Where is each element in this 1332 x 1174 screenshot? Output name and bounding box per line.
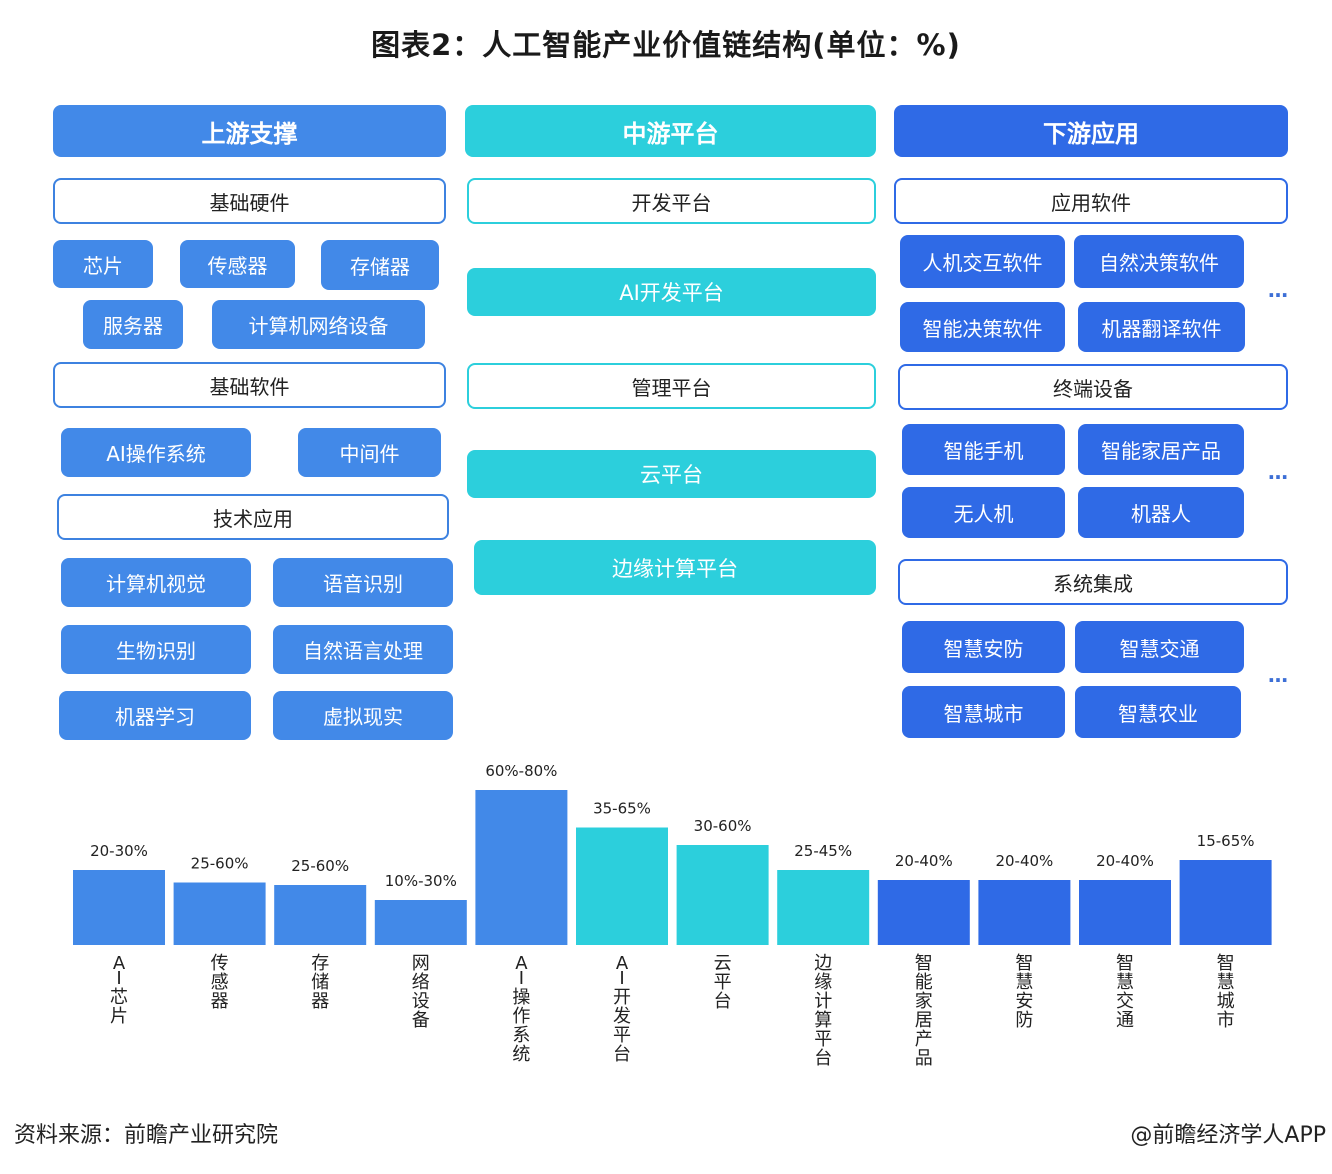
category-basic-software: 基础软件 bbox=[53, 362, 446, 408]
category-label-8: 智能家居产品 bbox=[915, 953, 933, 1069]
downstream-header: 下游应用 bbox=[894, 105, 1288, 157]
bar-value-label-9: 20-40% bbox=[995, 852, 1053, 870]
tile-nlp: 自然语言处理 bbox=[273, 625, 453, 674]
category-terminal-devices: 终端设备 bbox=[898, 364, 1288, 410]
tile-smart-security: 智慧安防 bbox=[902, 621, 1065, 673]
bar-2 bbox=[274, 885, 367, 945]
category-label-6: 云平台 bbox=[714, 953, 732, 1012]
tile-server: 服务器 bbox=[83, 300, 183, 349]
bar-9 bbox=[978, 880, 1071, 945]
tile-computer-vision: 计算机视觉 bbox=[61, 558, 251, 607]
bar-11 bbox=[1179, 860, 1272, 945]
category-label-3: 网络设备 bbox=[412, 953, 430, 1031]
tile-robot: 机器人 bbox=[1078, 487, 1244, 538]
bar-6 bbox=[676, 845, 769, 945]
software-more-ellipsis: … bbox=[1268, 278, 1289, 302]
tile-cloud-platform: 云平台 bbox=[467, 450, 876, 498]
bar-value-label-8: 20-40% bbox=[895, 852, 953, 870]
tile-ai-dev-platform: AI开发平台 bbox=[467, 268, 876, 316]
upstream-header: 上游支撑 bbox=[53, 105, 446, 157]
bar-value-label-2: 25-60% bbox=[291, 857, 349, 875]
tile-middleware: 中间件 bbox=[298, 428, 441, 477]
bar-0 bbox=[73, 870, 165, 945]
category-label-0: A I 芯片 bbox=[110, 953, 128, 1027]
bar-value-label-3: 10%-30% bbox=[385, 872, 457, 890]
category-label-7: 边缘计算平台 bbox=[814, 953, 832, 1069]
category-system-integration: 系统集成 bbox=[898, 559, 1288, 605]
devices-more-ellipsis: … bbox=[1268, 460, 1289, 484]
bar-4 bbox=[475, 790, 568, 945]
bar-value-label-11: 15-65% bbox=[1197, 832, 1255, 850]
tile-machine-learning: 机器学习 bbox=[59, 691, 251, 740]
category-label-11: 智慧城市 bbox=[1217, 953, 1235, 1031]
bar-3 bbox=[374, 900, 467, 945]
tile-smart-decision-software: 智能决策软件 bbox=[900, 302, 1065, 352]
category-tech-application: 技术应用 bbox=[57, 494, 449, 540]
tile-smartphone: 智能手机 bbox=[902, 424, 1065, 475]
tile-hci-software: 人机交互软件 bbox=[900, 235, 1065, 288]
tile-chip: 芯片 bbox=[53, 240, 153, 288]
tile-smart-agriculture: 智慧农业 bbox=[1075, 686, 1241, 738]
bar-value-label-10: 20-40% bbox=[1096, 852, 1154, 870]
bar-value-label-1: 25-60% bbox=[191, 855, 249, 873]
tile-network-device: 计算机网络设备 bbox=[212, 300, 425, 349]
category-dev-platform: 开发平台 bbox=[467, 178, 876, 224]
bar-8 bbox=[877, 880, 970, 945]
category-label-10: 智慧交通 bbox=[1116, 953, 1134, 1031]
tile-smart-transport: 智慧交通 bbox=[1075, 621, 1244, 673]
integration-more-ellipsis: … bbox=[1268, 663, 1289, 687]
category-basic-hardware: 基础硬件 bbox=[53, 178, 446, 224]
category-label-5: A I 开发平台 bbox=[613, 953, 631, 1065]
bar-5 bbox=[576, 827, 668, 945]
bar-1 bbox=[173, 882, 266, 945]
tile-drone: 无人机 bbox=[902, 487, 1065, 538]
page-title: 图表2：人工智能产业价值链结构(单位：%) bbox=[371, 28, 961, 62]
category-label-9: 智慧安防 bbox=[1015, 953, 1033, 1031]
bar-7 bbox=[777, 870, 870, 945]
bar-value-label-4: 60%-80% bbox=[485, 762, 557, 780]
tile-machine-translation-software: 机器翻译软件 bbox=[1078, 302, 1245, 352]
source-note: 资料来源：前瞻产业研究院 bbox=[14, 1123, 279, 1148]
value-share-bar-chart: 20-30% A I 芯片 25-60% 传感器 25-60% 存储器 10%-30% 网络设备 6… bbox=[73, 762, 1272, 1069]
bar-value-label-5: 35-65% bbox=[593, 800, 651, 818]
tile-edge-computing-platform: 边缘计算平台 bbox=[474, 540, 876, 595]
tile-storage: 存储器 bbox=[321, 240, 439, 290]
tile-smart-city: 智慧城市 bbox=[902, 686, 1065, 738]
category-management-platform: 管理平台 bbox=[467, 363, 876, 409]
bar-value-label-7: 25-45% bbox=[794, 842, 852, 860]
tile-ai-os: AI操作系统 bbox=[61, 428, 251, 477]
category-label-1: 传感器 bbox=[211, 953, 229, 1012]
tile-smart-home-products: 智能家居产品 bbox=[1078, 424, 1244, 475]
bar-value-label-6: 30-60% bbox=[694, 817, 752, 835]
tile-biometrics: 生物识别 bbox=[61, 625, 251, 674]
category-label-4: A I 操作系统 bbox=[512, 953, 530, 1065]
midstream-header: 中游平台 bbox=[465, 105, 876, 157]
category-label-2: 存储器 bbox=[311, 953, 329, 1012]
tile-natural-decision-software: 自然决策软件 bbox=[1074, 235, 1244, 288]
bar-10 bbox=[1079, 880, 1171, 945]
tile-sensor: 传感器 bbox=[180, 240, 295, 288]
tile-virtual-reality: 虚拟现实 bbox=[273, 691, 453, 740]
credit-note: @前瞻经济学人APP bbox=[1130, 1123, 1326, 1148]
tile-speech-recognition: 语音识别 bbox=[273, 558, 453, 607]
bar-value-label-0: 20-30% bbox=[90, 842, 148, 860]
category-app-software: 应用软件 bbox=[894, 178, 1288, 224]
